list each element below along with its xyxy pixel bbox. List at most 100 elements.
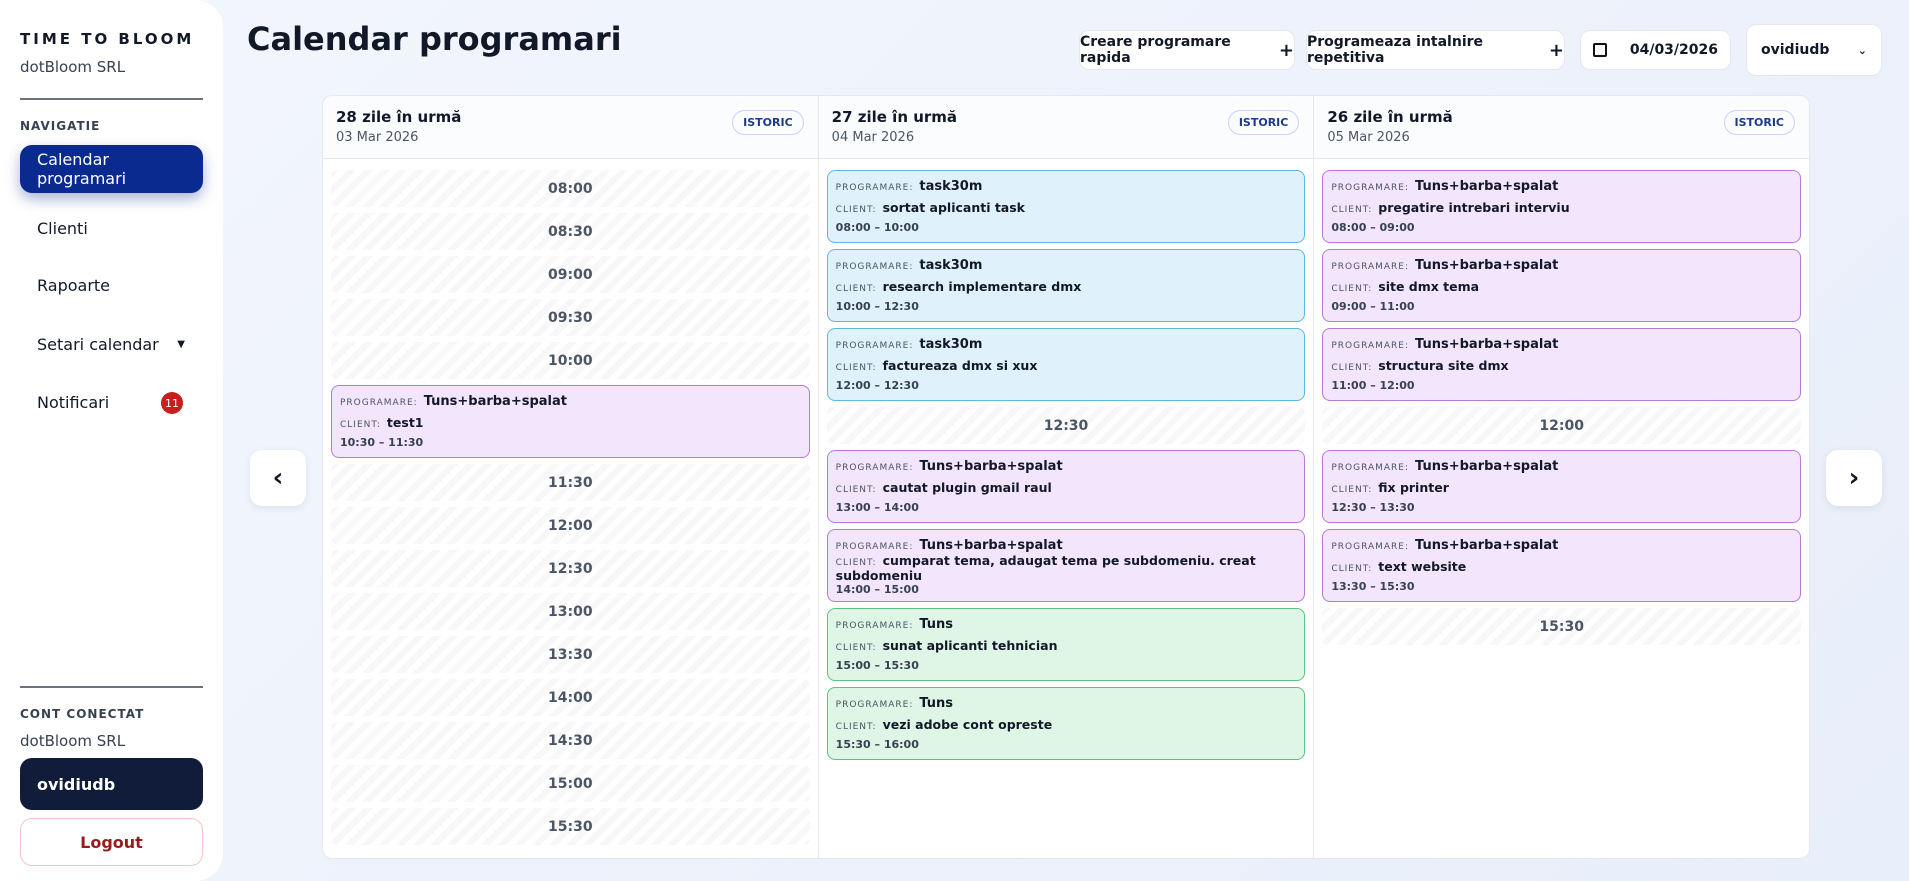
time-slot[interactable]: 14:00 [331, 679, 810, 716]
appointment-card[interactable]: PROGRAMARE: task30m CLIENT: sortat aplicant… [826, 170, 1306, 243]
client-value: fix printer [1378, 480, 1449, 495]
programare-value: Tuns+barba+spalat [919, 459, 1063, 474]
nav-item[interactable]: Clienti [20, 204, 203, 252]
client-row: CLIENT: factureaza dmx si xux [836, 358, 1297, 373]
history-badge[interactable]: ISTORIC [1227, 110, 1300, 135]
day-header: 27 zile în urmă 04 Mar 2026 ISTORIC [818, 96, 1314, 159]
dropdown-caret: ▼ [177, 338, 185, 350]
date-picker[interactable]: 04/03/2026 [1580, 30, 1731, 70]
time-slot[interactable]: 13:30 [331, 636, 810, 673]
time-slot[interactable]: 09:00 [331, 256, 810, 293]
appointment-card[interactable]: PROGRAMARE: Tuns+barba+spalat CLIENT: cauta… [826, 450, 1306, 523]
appointment-card[interactable]: PROGRAMARE: Tuns+barba+spalat CLIENT: text … [1322, 529, 1802, 602]
badge: 11 [161, 392, 183, 414]
appointment-card[interactable]: PROGRAMARE: Tuns CLIENT: vezi adobe cont op… [826, 687, 1306, 760]
time-slot[interactable]: 12:30 [826, 407, 1306, 444]
client-value: test1 [386, 415, 424, 430]
client-label: CLIENT: [1331, 485, 1373, 495]
appointment-card[interactable]: PROGRAMARE: Tuns+barba+spalat CLIENT: cumpa… [826, 529, 1306, 602]
time-slot[interactable]: 08:30 [331, 213, 810, 250]
time-range: 13:30 – 15:30 [1331, 580, 1415, 593]
client-value: factureaza dmx si xux [882, 358, 1038, 373]
time-slot[interactable]: 08:00 [331, 170, 810, 207]
time-range: 11:00 – 12:00 [1331, 379, 1415, 392]
programare-label: PROGRAMARE: [835, 463, 914, 473]
nav-text: Setari calendar [37, 334, 159, 354]
appointment-card[interactable]: PROGRAMARE: task30m CLIENT: research implem… [826, 249, 1306, 322]
programare-label: PROGRAMARE: [340, 398, 418, 408]
programare-label: PROGRAMARE: [835, 341, 914, 351]
programare-label: PROGRAMARE: [1331, 262, 1410, 272]
logout-button[interactable]: Logout [20, 818, 203, 866]
header-button[interactable]: Programeaza intalnire repetitiva + [1306, 30, 1565, 70]
company: dotBloom SRL [20, 58, 126, 76]
nav-item[interactable]: Setari calendar ▼ [20, 320, 203, 368]
day-items: 08:00 08:30 09:00 09:30 10:00 PROGRAMARE: Tuns… [323, 159, 818, 856]
client-row: CLIENT: test1 [340, 415, 801, 430]
user-button[interactable]: ovidiudb [20, 758, 203, 810]
time-slot[interactable]: 12:00 [331, 507, 810, 544]
time-slot[interactable]: 10:00 [331, 342, 810, 379]
programare-value: Tuns [919, 617, 954, 632]
time-range: 08:00 – 09:00 [1331, 221, 1415, 234]
nav-item[interactable]: Rapoarte [20, 261, 203, 309]
programare-row: PROGRAMARE: task30m [836, 337, 1297, 352]
nav-item[interactable]: Calendar programari [20, 145, 203, 193]
time-range: 12:30 – 13:30 [1331, 501, 1415, 514]
programare-row: PROGRAMARE: Tuns+barba+spalat [836, 538, 1297, 553]
client-row: CLIENT: text website [1331, 559, 1792, 574]
time-range: 10:30 – 11:30 [340, 436, 424, 449]
time-slot[interactable]: 09:30 [331, 299, 810, 336]
programare-value: Tuns+barba+spalat [423, 394, 567, 409]
user-select[interactable]: ovidiudb ⌄ [1746, 24, 1882, 76]
time-slot[interactable]: 15:30 [331, 808, 810, 845]
history-badge[interactable]: ISTORIC [1723, 110, 1796, 135]
programare-value: Tuns+barba+spalat [1415, 459, 1559, 474]
history-badge[interactable]: ISTORIC [732, 110, 804, 135]
nav-text: Clienti [37, 218, 88, 238]
client-value: text website [1378, 559, 1467, 574]
appointment-card[interactable]: PROGRAMARE: Tuns+barba+spalat CLIENT: fix p… [1322, 450, 1802, 523]
client-label: CLIENT: [1331, 205, 1373, 215]
programare-label: PROGRAMARE: [835, 542, 914, 552]
time-slot[interactable]: 14:30 [331, 722, 810, 759]
caret: ⌄ [1857, 43, 1867, 57]
client-row: CLIENT: cumparat tema, adaugat tema pe su… [836, 553, 1297, 583]
client-row: CLIENT: structura site dmx [1331, 358, 1792, 373]
client-value: sortat aplicanti task [882, 200, 1025, 215]
time-slot[interactable]: 11:30 [331, 464, 810, 501]
day-column: 26 zile în urmă 05 Mar 2026 ISTORIC PROGRAM… [1314, 96, 1809, 858]
client-value: cumparat tema, adaugat tema pe subdomeni… [835, 553, 1256, 583]
client-value: site dmx tema [1378, 279, 1480, 294]
time-slot[interactable]: 15:00 [331, 765, 810, 802]
time-slot[interactable]: 12:00 [1322, 407, 1802, 444]
prev-arrow[interactable]: ‹ [250, 450, 306, 506]
programare-label: PROGRAMARE: [835, 262, 914, 272]
appointment-card[interactable]: PROGRAMARE: task30m CLIENT: factureaza dmx … [826, 328, 1306, 401]
appointment-card[interactable]: PROGRAMARE: Tuns+barba+spalat CLIENT: test1… [331, 385, 810, 458]
programare-row: PROGRAMARE: Tuns [836, 696, 1297, 711]
time-slot[interactable]: 15:30 [1322, 608, 1802, 645]
appointment-card[interactable]: PROGRAMARE: Tuns CLIENT: sunat aplicanti te… [826, 608, 1306, 681]
client-row: CLIENT: fix printer [1331, 480, 1792, 495]
page-title: Calendar programari [247, 20, 622, 58]
programare-row: PROGRAMARE: Tuns+barba+spalat [1331, 538, 1792, 553]
appointment-card[interactable]: PROGRAMARE: Tuns+barba+spalat CLIENT: site … [1322, 249, 1802, 322]
nav-item[interactable]: Notificari 11 [20, 378, 203, 426]
client-row: CLIENT: cautat plugin gmail raul [836, 480, 1297, 495]
button-text: Programeaza intalnire repetitiva [1307, 34, 1484, 66]
client-value: cautat plugin gmail raul [882, 480, 1052, 495]
day-items: PROGRAMARE: task30m CLIENT: sortat aplicant… [819, 159, 1314, 771]
time-slot[interactable]: 13:00 [331, 593, 810, 630]
header-button[interactable]: Creare programare rapida + [1079, 30, 1295, 70]
divider [20, 98, 203, 100]
time-slot[interactable]: 12:30 [331, 550, 810, 587]
programare-row: PROGRAMARE: Tuns+barba+spalat [1331, 258, 1792, 273]
account-label: CONT CONECTAT [20, 707, 145, 721]
next-arrow[interactable]: › [1826, 450, 1882, 506]
appointment-card[interactable]: PROGRAMARE: Tuns+barba+spalat CLIENT: prega… [1322, 170, 1802, 243]
calendar-panel: 28 zile în urmă 03 Mar 2026 ISTORIC 08:00 08… [322, 95, 1810, 859]
appointment-card[interactable]: PROGRAMARE: Tuns+barba+spalat CLIENT: struc… [1322, 328, 1802, 401]
date-text: 04/03/2026 [1629, 42, 1718, 58]
client-value: pregatire intrebari interviu [1378, 200, 1570, 215]
